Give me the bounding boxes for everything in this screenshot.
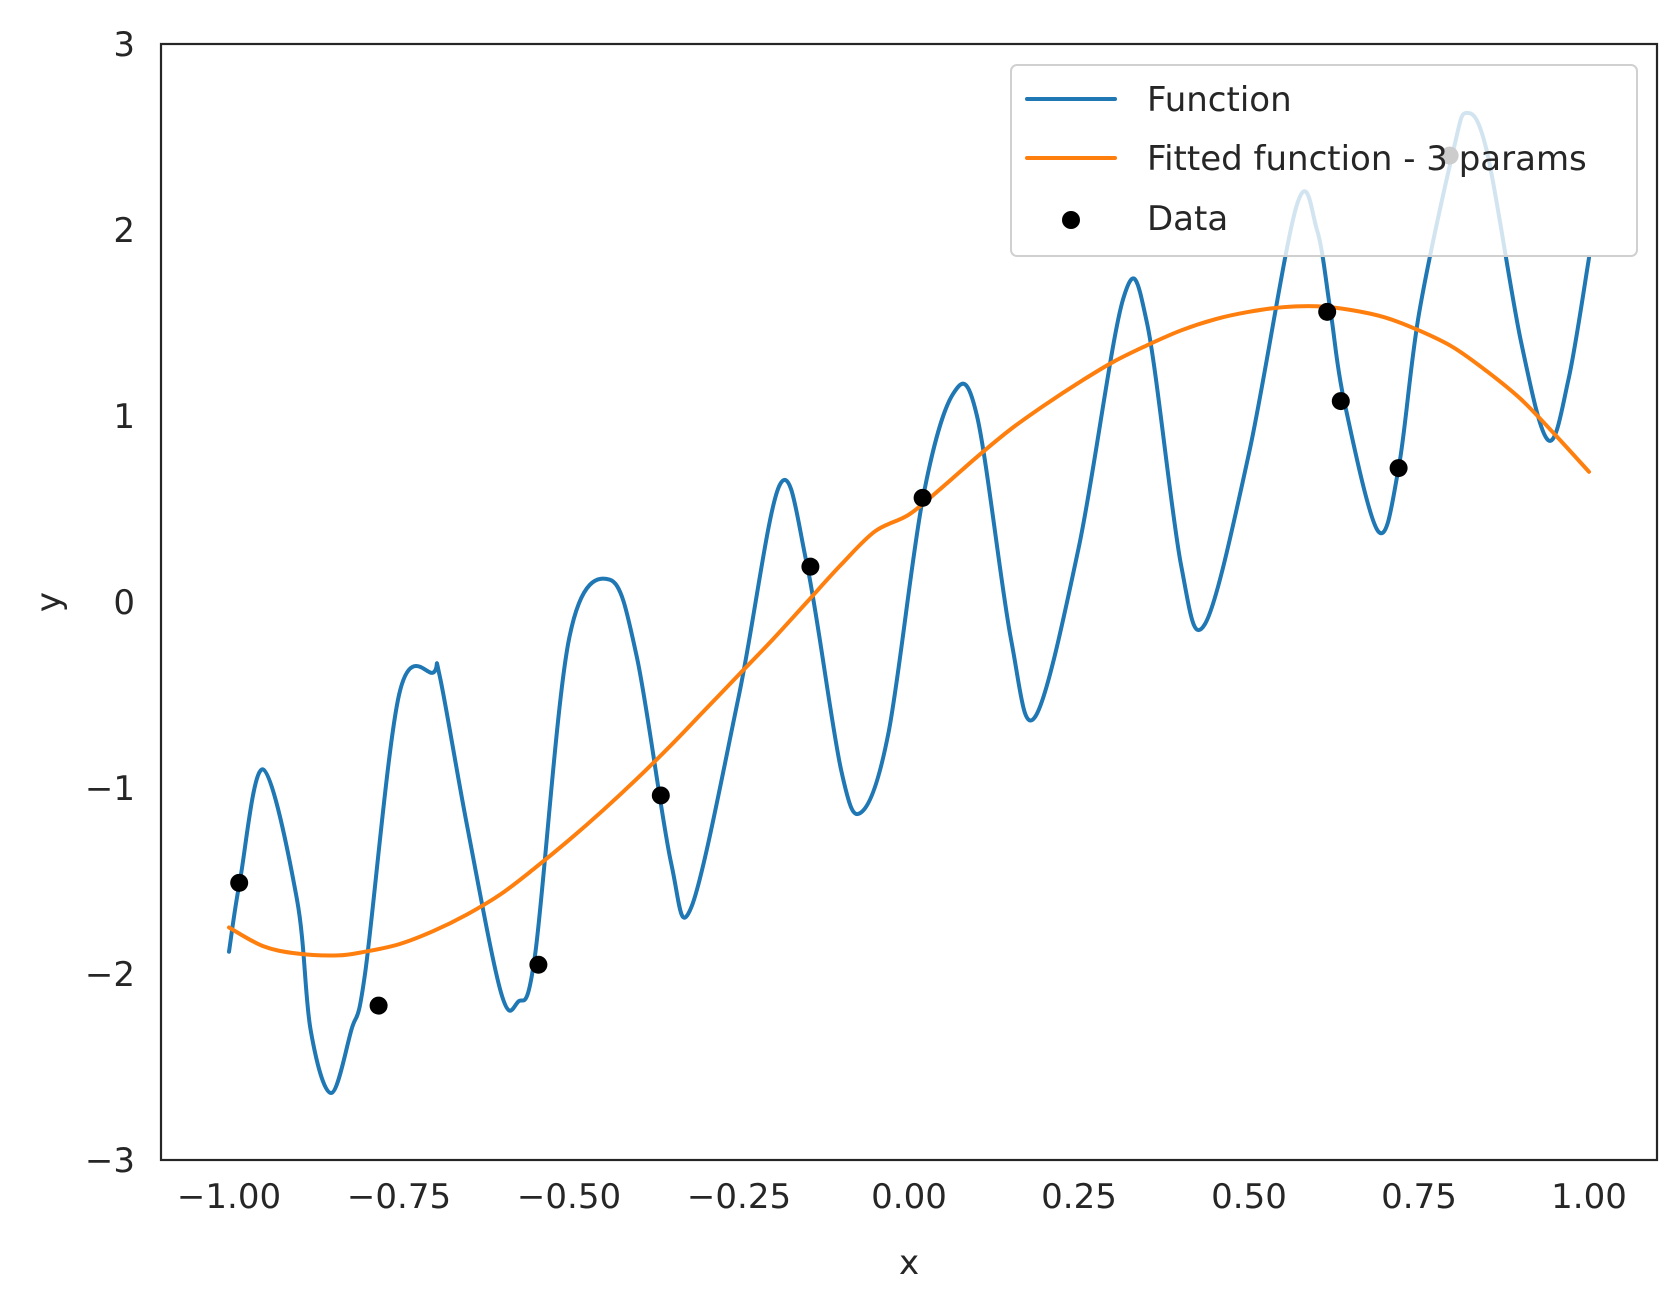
data-point bbox=[1389, 459, 1408, 478]
data-point bbox=[801, 557, 820, 576]
ticks-layer: −1.00 −0.75 −0.50 −0.25 0.00 0.25 0.50 0.75 1.00… bbox=[85, 25, 1627, 1217]
x-tick-label: 0.00 bbox=[871, 1177, 947, 1217]
x-tick-label: −0.25 bbox=[687, 1177, 791, 1217]
data-point bbox=[1331, 392, 1350, 411]
data-point bbox=[651, 786, 670, 805]
x-tick-label: 0.50 bbox=[1211, 1177, 1287, 1217]
data-point bbox=[369, 996, 388, 1015]
legend-data-label: Data bbox=[1147, 199, 1228, 239]
legend-data-marker bbox=[1062, 211, 1080, 229]
data-point bbox=[913, 488, 932, 507]
legend-frame bbox=[1010, 64, 1638, 257]
y-tick-label: −2 bbox=[85, 955, 135, 995]
legend: Function Fitted function - 3 params Data bbox=[1010, 64, 1638, 257]
series-layer bbox=[227, 110, 1591, 1096]
fitted-function-line bbox=[227, 304, 1591, 958]
y-tick-label: −3 bbox=[85, 1141, 135, 1181]
x-tick-label: −0.50 bbox=[517, 1177, 621, 1217]
function-line bbox=[227, 110, 1591, 1096]
x-axis-label: x bbox=[899, 1243, 919, 1283]
data-point bbox=[529, 955, 548, 974]
y-axis-label: y bbox=[29, 592, 69, 612]
x-tick-label: 0.25 bbox=[1041, 1177, 1117, 1217]
x-tick-label: −1.00 bbox=[177, 1177, 281, 1217]
data-point bbox=[230, 873, 249, 892]
x-tick-label: 0.75 bbox=[1381, 1177, 1457, 1217]
x-tick-label: 1.00 bbox=[1551, 1177, 1627, 1217]
y-tick-label: 3 bbox=[113, 25, 135, 65]
y-tick-label: 1 bbox=[113, 397, 135, 437]
x-tick-label: −0.75 bbox=[347, 1177, 451, 1217]
y-tick-label: −1 bbox=[85, 769, 135, 809]
y-tick-label: 0 bbox=[113, 583, 135, 623]
data-point bbox=[1318, 302, 1337, 321]
plot-frame bbox=[159, 42, 1659, 1162]
legend-function-label: Function bbox=[1147, 80, 1292, 120]
legend-fitted-label: Fitted function - 3 params bbox=[1147, 139, 1587, 179]
y-tick-label: 2 bbox=[113, 211, 135, 251]
